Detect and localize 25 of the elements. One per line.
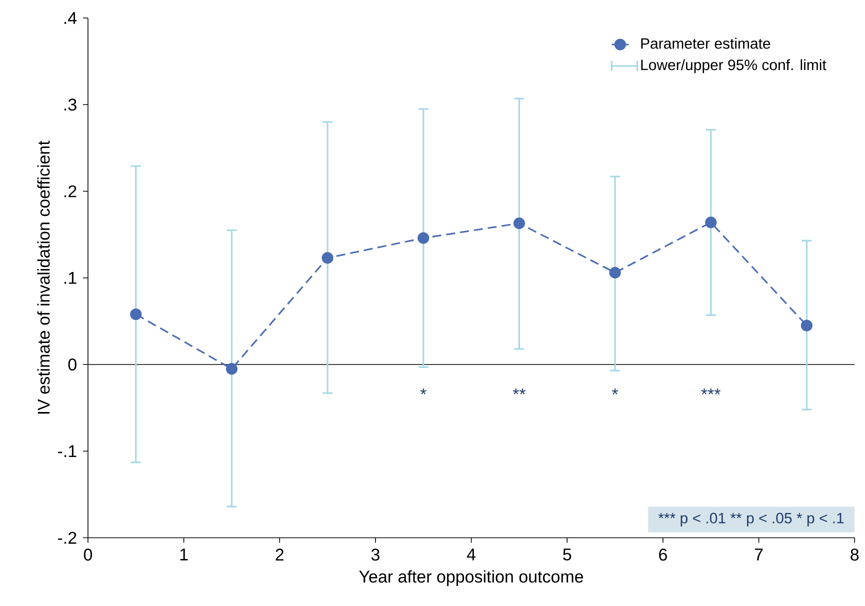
y-tick-label: .2 xyxy=(64,185,76,198)
x-tick-label: 2 xyxy=(276,548,284,561)
annotation: *** xyxy=(701,388,721,395)
y-tick-label: .1 xyxy=(64,272,76,284)
x-tick-label: 4 xyxy=(466,548,476,560)
legend-label: Parameter estimate xyxy=(641,38,770,49)
x-axis-title: Year after opposition outcome xyxy=(359,570,584,586)
x-tick-label: 7 xyxy=(754,548,763,560)
y-tick-label: 0 xyxy=(68,358,76,371)
y-tick-label: -.1 xyxy=(58,445,76,458)
annotation: *** p < .01 ** p < .05 * p < .1 xyxy=(658,512,844,526)
x-tick-label: 5 xyxy=(563,548,572,561)
annotation: * xyxy=(612,388,618,395)
annotation: ** xyxy=(512,388,526,395)
y-axis-title: IV estimate of invalidation coefficient xyxy=(37,140,50,414)
x-tick-label: 6 xyxy=(659,548,667,561)
annotation: Lower/upper 95% conf. limit xyxy=(641,59,826,74)
y-tick-label: -.2 xyxy=(58,532,76,544)
x-tick-label: 1 xyxy=(180,548,188,560)
x-tick-label: 8 xyxy=(850,548,859,561)
y-tick-label: .4 xyxy=(64,12,77,24)
x-tick-label: 0 xyxy=(84,548,92,561)
y-tick-label: .3 xyxy=(64,98,76,111)
annotation: * xyxy=(420,388,426,395)
x-tick-label: 3 xyxy=(371,548,380,561)
